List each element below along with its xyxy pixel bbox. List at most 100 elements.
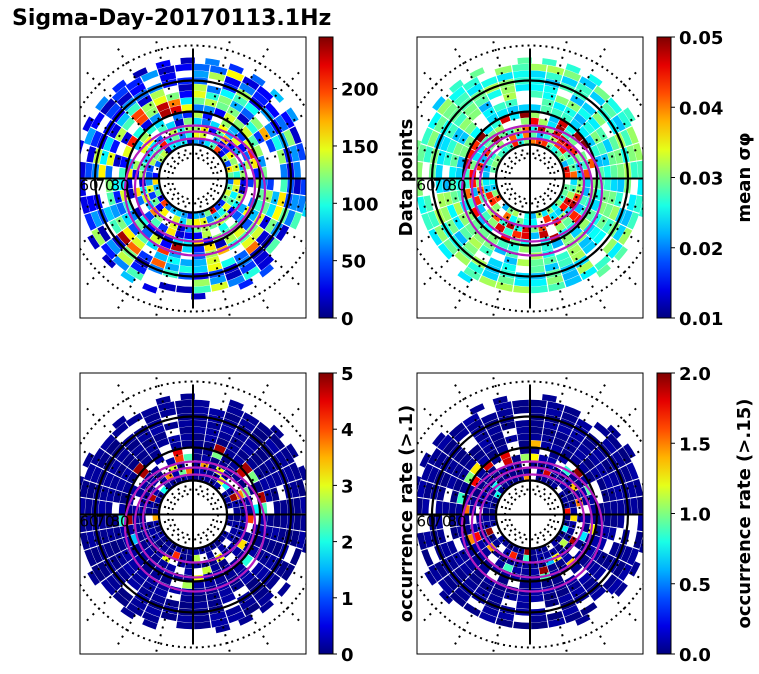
heatmap-cell xyxy=(122,481,133,494)
dotted-meridian xyxy=(423,191,517,286)
auroral-oval-contour xyxy=(141,473,249,564)
heatmap-cell xyxy=(206,85,222,95)
heatmap-cell xyxy=(545,71,563,82)
heatmap-cell xyxy=(193,84,207,92)
heatmap-cell xyxy=(588,226,601,240)
heatmap-cell xyxy=(224,411,242,424)
heatmap-cell xyxy=(551,238,564,249)
heatmap-cell xyxy=(180,97,193,105)
heatmap-cell xyxy=(570,514,578,522)
heatmap-cell xyxy=(218,586,233,598)
dotted-meridian xyxy=(80,112,177,170)
colorbar-tick-label: 100 xyxy=(341,194,379,215)
heatmap-cell xyxy=(437,243,454,260)
heatmap-cell xyxy=(150,88,165,101)
heatmap-cell xyxy=(242,412,260,427)
heatmap-cell xyxy=(453,478,464,492)
heatmap-cell xyxy=(289,481,300,498)
heatmap-cell xyxy=(226,405,245,418)
heatmap-cell xyxy=(530,258,544,267)
heatmap-cell xyxy=(275,115,289,132)
heatmap-cell xyxy=(90,448,105,466)
heatmap-cell xyxy=(470,542,481,555)
heatmap-cell xyxy=(496,72,514,82)
heatmap-cell xyxy=(530,420,544,428)
heatmap-cell xyxy=(610,500,618,514)
ring-label: 80 xyxy=(447,513,466,531)
dotted-meridian xyxy=(454,48,521,162)
heatmap-cell xyxy=(507,243,520,252)
heatmap-cell xyxy=(256,85,274,102)
heatmap-cell xyxy=(482,106,496,119)
heatmap-cell xyxy=(566,493,575,502)
heatmap-cell xyxy=(132,462,145,475)
heatmap-cell xyxy=(523,554,530,562)
heatmap-cell xyxy=(582,457,596,471)
heatmap-cell xyxy=(145,124,157,136)
heatmap-cell xyxy=(141,562,154,575)
heatmap-cell xyxy=(180,258,193,267)
heatmap-cell xyxy=(612,451,626,468)
heatmap-cell xyxy=(87,234,100,250)
heatmap-cell xyxy=(209,611,227,621)
dotted-meridian xyxy=(539,531,606,645)
heatmap-cell xyxy=(253,480,264,493)
heatmap-cell xyxy=(562,552,573,564)
dotted-meridian xyxy=(549,518,643,546)
heatmap-cell xyxy=(516,426,530,435)
heatmap-cell xyxy=(289,547,303,566)
heatmap-cell xyxy=(114,127,127,142)
heatmap-cell xyxy=(170,105,182,115)
heatmap-cell xyxy=(493,437,507,449)
heatmap-cell xyxy=(601,190,610,203)
heatmap-cell xyxy=(193,63,210,72)
heatmap-cell xyxy=(542,91,557,101)
heatmap-cell xyxy=(570,226,583,239)
heatmap-cell xyxy=(131,236,146,250)
heatmap-cell xyxy=(128,484,139,496)
heatmap-cell xyxy=(193,245,205,253)
heatmap-cell xyxy=(542,427,557,437)
heatmap-cell xyxy=(583,514,591,524)
colorbar-tick-label: 200 xyxy=(341,80,379,101)
heatmap-cell xyxy=(602,138,614,153)
heatmap-cell xyxy=(558,481,568,491)
heatmap-cell xyxy=(466,82,484,97)
heatmap-cell xyxy=(531,285,548,294)
heatmap-cell xyxy=(100,98,116,115)
heatmap-cell xyxy=(138,143,149,154)
dotted-meridian xyxy=(454,384,521,498)
ring-label: 60 xyxy=(79,513,98,531)
heatmap-cell xyxy=(138,214,150,227)
heatmap-cell xyxy=(446,204,458,219)
heatmap-cell xyxy=(106,192,116,206)
heatmap-cell xyxy=(548,547,558,557)
heatmap-cell xyxy=(148,191,157,200)
heatmap-cell xyxy=(149,569,163,581)
heatmap-cell xyxy=(590,199,601,212)
heatmap-cell xyxy=(507,105,519,115)
heatmap-cell xyxy=(462,76,480,91)
heatmap-cell xyxy=(540,105,553,114)
heatmap-cell xyxy=(600,489,610,503)
figure-title: Sigma-Day-20170113.1Hz xyxy=(12,6,332,31)
heatmap-cell xyxy=(459,481,470,494)
heatmap-cell xyxy=(481,269,499,282)
heatmap-cell xyxy=(440,472,452,488)
heatmap-cell xyxy=(610,514,618,528)
heatmap-cell xyxy=(530,440,541,448)
heatmap-cell xyxy=(569,454,582,467)
heatmap-cell xyxy=(558,145,568,155)
heatmap-cell xyxy=(482,507,490,515)
heatmap-cell xyxy=(175,399,192,408)
heatmap-cell xyxy=(232,94,248,107)
heatmap-cell xyxy=(159,108,172,119)
heatmap-cell xyxy=(541,242,553,252)
auroral-oval-contour xyxy=(133,130,257,243)
colorbar-tick-label: 1.5 xyxy=(679,434,711,455)
heatmap-cell xyxy=(232,118,245,131)
heatmap-cell xyxy=(513,285,530,294)
heatmap-cell xyxy=(255,230,270,245)
